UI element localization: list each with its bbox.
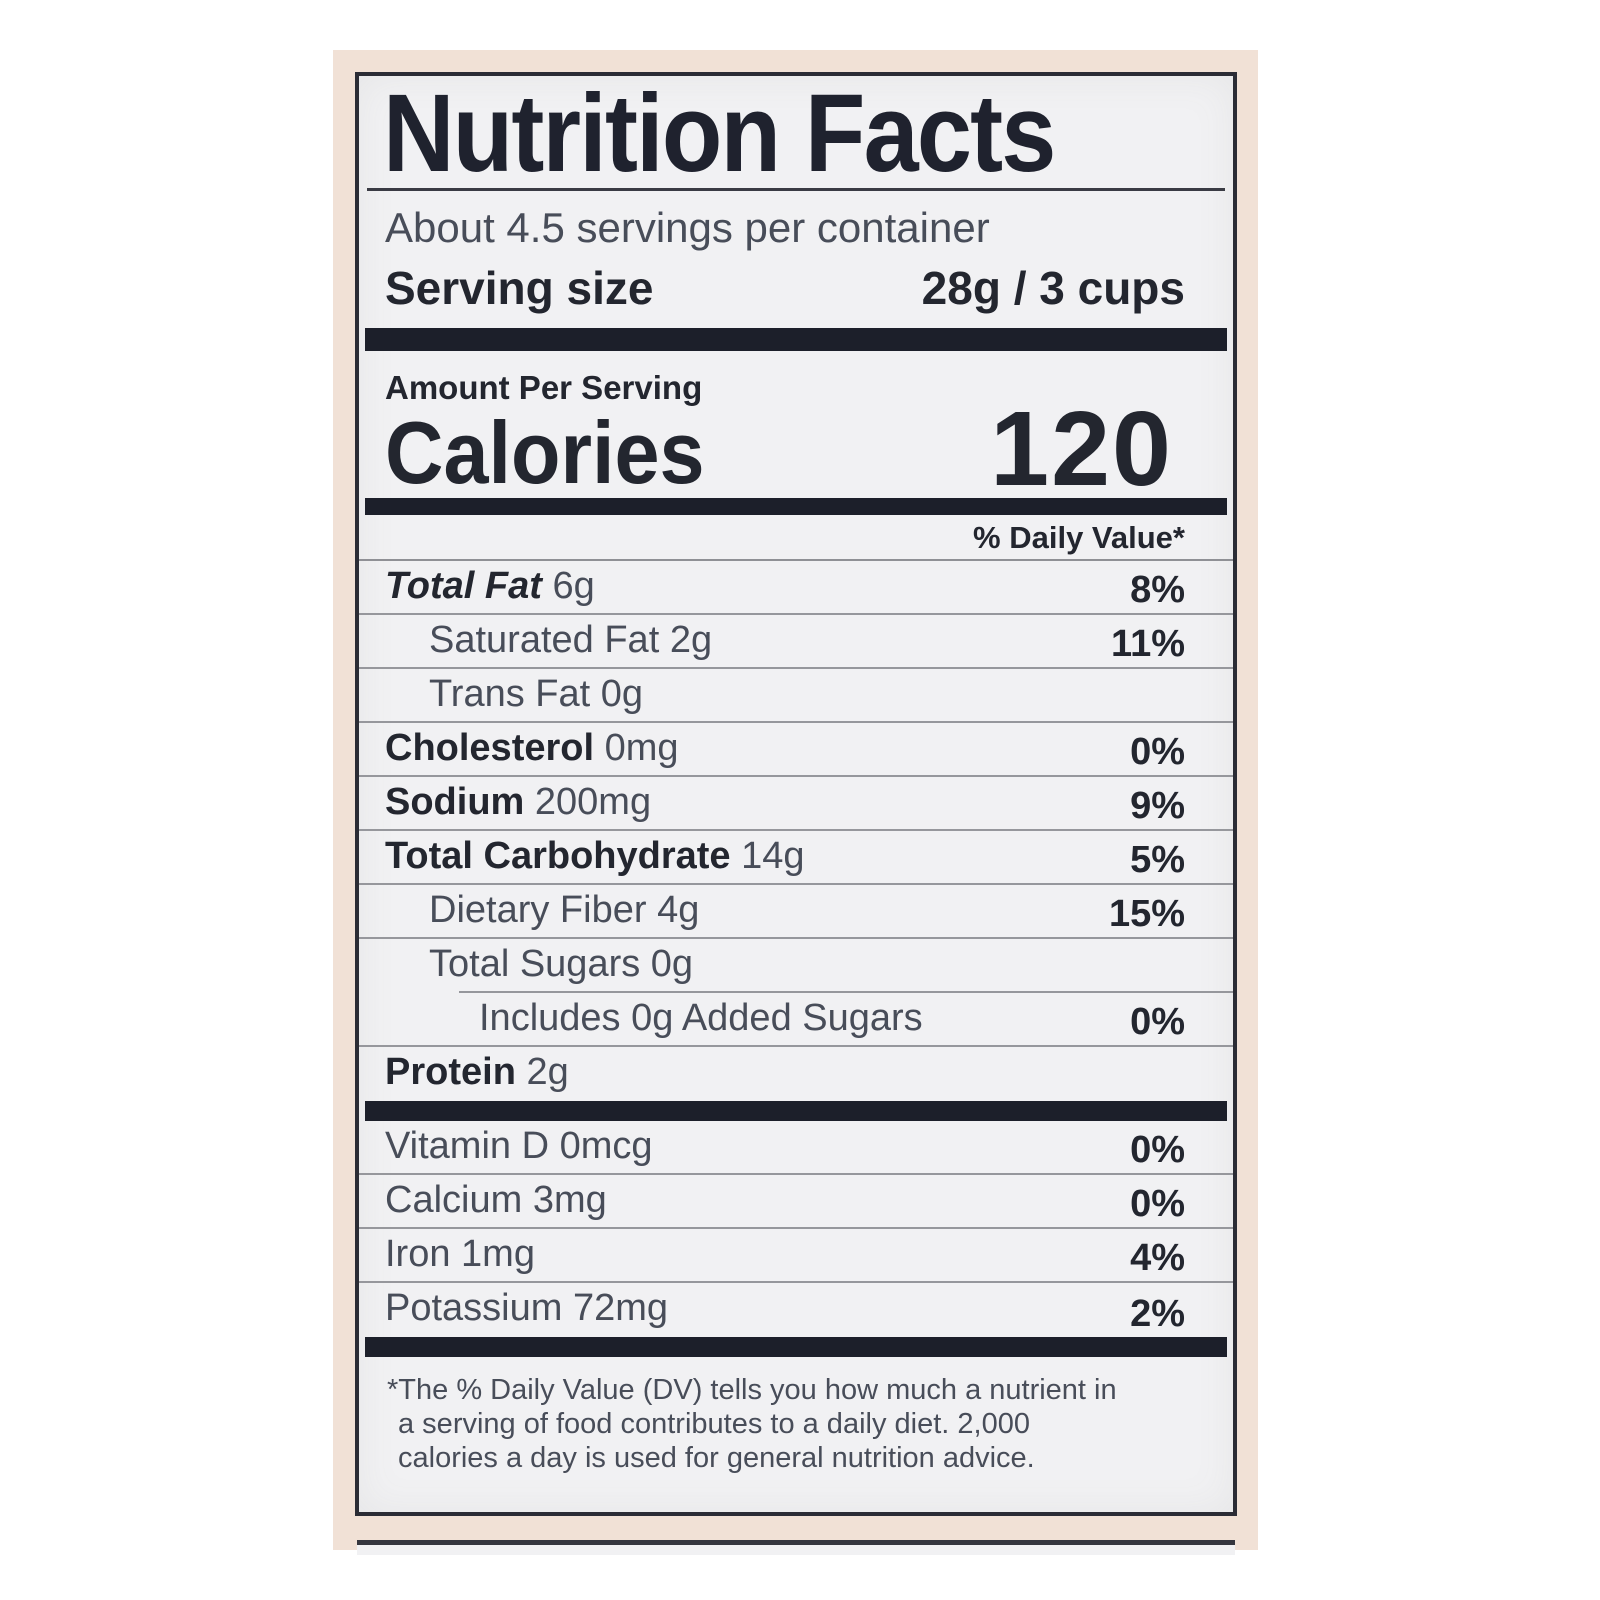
- nutrient-row-trans-fat: Trans Fat 0g: [359, 669, 1233, 723]
- nutrient-name: Total Fat: [385, 565, 542, 607]
- nutrient-name: Protein: [385, 1051, 516, 1093]
- title-divider: [367, 188, 1225, 191]
- micronutrient-row-calcium: Calcium 3mg 0%: [359, 1175, 1233, 1229]
- servings-per-container: About 4.5 servings per container: [385, 204, 990, 251]
- nutrient-name: Total Carbohydrate: [385, 835, 731, 877]
- serving-size-value: 28g / 3 cups: [921, 262, 1185, 314]
- nutrient-name: Iron: [385, 1233, 451, 1275]
- serving-size-label: Serving size: [385, 262, 654, 314]
- calories-label: Calories: [385, 403, 705, 502]
- daily-value-percent: 9%: [1130, 785, 1185, 827]
- calories-divider: [365, 498, 1227, 515]
- nutrient-amount: 0g: [650, 943, 694, 985]
- nutrient-amount: 4g: [657, 889, 700, 931]
- nutrient-name: Calcium: [385, 1179, 523, 1221]
- nutrient-amount: 2g: [669, 619, 713, 661]
- calories-value: 120: [990, 390, 1173, 508]
- nutrient-amount: 14g: [741, 835, 805, 877]
- nutrient-name: Potassium: [385, 1287, 563, 1329]
- nutrient-name: Cholesterol: [385, 727, 595, 769]
- daily-value-percent: 0%: [1130, 1183, 1185, 1225]
- nutrient-row-total-fat: Total Fat 6g 8%: [359, 561, 1233, 615]
- nutrient-row-total-carbohydrate: Total Carbohydrate 14g 5%: [359, 831, 1233, 885]
- nutrition-label-photo: Nutrition Facts About 4.5 servings per c…: [333, 50, 1258, 1555]
- nutrient-name: Vitamin D: [385, 1125, 550, 1167]
- nutrient-amount: 0g: [600, 673, 644, 715]
- micronutrient-row-vitamin-d: Vitamin D 0mcg 0%: [359, 1121, 1233, 1175]
- thick-divider-bottom: [365, 1337, 1227, 1357]
- nutrient-row-sodium: Sodium 200mg 9%: [359, 777, 1233, 831]
- nutrient-name: Saturated Fat: [429, 619, 660, 661]
- nutrient-row-dietary-fiber: Dietary Fiber 4g 15%: [359, 885, 1233, 939]
- nutrient-name: Includes 0g Added Sugars: [479, 997, 923, 1039]
- nutrient-row-added-sugars: Includes 0g Added Sugars 0%: [359, 993, 1233, 1047]
- label-title: Nutrition Facts: [383, 72, 1056, 195]
- daily-value-percent: 5%: [1130, 839, 1185, 881]
- nutrient-row-total-sugars: Total Sugars 0g: [359, 939, 1233, 993]
- nutrient-name: Total Sugars: [429, 943, 641, 985]
- nutrient-amount: 200mg: [534, 781, 652, 823]
- daily-value-percent: 8%: [1130, 569, 1185, 611]
- serving-size-row: Serving size 28g / 3 cups: [359, 264, 1233, 312]
- daily-value-percent: 0%: [1130, 1129, 1185, 1171]
- daily-value-percent: 15%: [1108, 893, 1185, 935]
- amount-per-serving-label: Amount Per Serving: [385, 369, 703, 406]
- daily-value-percent: 2%: [1130, 1293, 1185, 1335]
- daily-value-footnote: *The % Daily Value (DV) tells you how mu…: [387, 1374, 1117, 1474]
- thick-divider-top: [365, 328, 1227, 351]
- nutrient-row-saturated-fat: Saturated Fat 2g 11%: [359, 615, 1233, 669]
- nutrient-amount: 2g: [526, 1051, 569, 1093]
- nutrient-amount: 3mg: [532, 1179, 607, 1221]
- nutrient-amount: 1mg: [461, 1233, 535, 1275]
- daily-value-percent: 0%: [1130, 731, 1185, 773]
- daily-value-percent: 0%: [1130, 1001, 1185, 1043]
- daily-value-percent: 11%: [1111, 623, 1185, 665]
- nutrient-amount: 0mcg: [559, 1125, 653, 1167]
- nutrition-facts-panel: Nutrition Facts About 4.5 servings per c…: [355, 72, 1237, 1516]
- nutrient-amount: 6g: [552, 565, 595, 607]
- nutrient-row-cholesterol: Cholesterol 0mg 0%: [359, 723, 1233, 777]
- nutrient-name: Trans Fat: [429, 673, 591, 715]
- nutrient-amount: 72mg: [572, 1287, 669, 1329]
- nutrient-row-protein: Protein 2g: [359, 1047, 1233, 1101]
- thick-divider-middle: [365, 1101, 1227, 1121]
- nutrient-name: Sodium: [385, 781, 525, 823]
- nutrient-amount: 0mg: [604, 727, 679, 769]
- nutrient-name: Dietary Fiber: [429, 889, 647, 931]
- daily-value-percent: 4%: [1130, 1237, 1185, 1279]
- micronutrient-row-potassium: Potassium 72mg 2%: [359, 1283, 1233, 1337]
- micronutrient-row-iron: Iron 1mg 4%: [359, 1229, 1233, 1283]
- next-panel-edge: [357, 1540, 1235, 1555]
- calories-row: Calories 120: [359, 390, 1233, 508]
- daily-value-header: % Daily Value*: [359, 515, 1233, 561]
